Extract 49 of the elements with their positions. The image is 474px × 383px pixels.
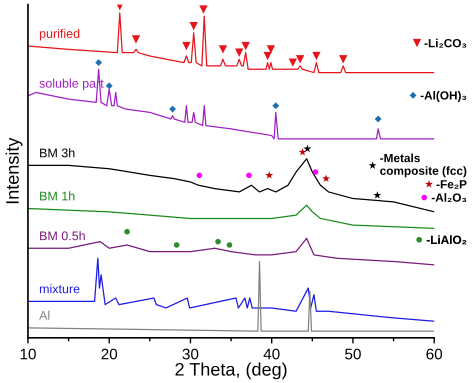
series-label: Al [39, 310, 50, 320]
point [190, 22, 198, 30]
point [266, 45, 276, 54]
point [246, 172, 252, 178]
x-tick-label: 10 [20, 348, 36, 360]
x-tick-label: 60 [426, 348, 442, 360]
x-tick-label: 50 [345, 348, 361, 360]
point [199, 5, 208, 14]
point [169, 106, 176, 112]
point [296, 55, 304, 64]
point [265, 171, 274, 179]
point [218, 45, 228, 54]
point [106, 82, 113, 90]
legend-label: -Metals composite (fcc) [380, 154, 466, 178]
x-tick-label: 20 [101, 348, 118, 360]
point [312, 169, 318, 175]
point [196, 172, 202, 178]
point [263, 52, 272, 60]
point [124, 228, 130, 234]
point [215, 238, 221, 244]
series-label: BM 3h [40, 148, 74, 158]
y-axis-title: Intensity [6, 138, 22, 204]
point [288, 58, 297, 67]
point [182, 42, 191, 50]
point [312, 52, 321, 60]
legend-label: -Al(OH)₃ [420, 90, 466, 102]
legend-label: -Fe₂P [436, 180, 467, 189]
point [303, 144, 312, 152]
point [374, 116, 382, 122]
point [322, 174, 330, 182]
x-tick-label: 30 [182, 348, 198, 360]
point [95, 59, 102, 66]
legend-label: -Al₂O₃ [432, 193, 466, 202]
point [132, 35, 140, 44]
series-label: BM 0.5h [40, 231, 85, 240]
point [298, 148, 307, 156]
point [242, 42, 250, 50]
point [235, 48, 244, 57]
point [373, 191, 382, 199]
series-label: purified [40, 28, 80, 40]
x-tick-label: 40 [264, 348, 280, 360]
legend-label: -LiAlO₂ [426, 235, 466, 244]
series-label: BM 1h [40, 191, 74, 200]
point [174, 242, 180, 248]
x-axis-title: 2 Theta, (deg) [175, 362, 287, 380]
point [339, 55, 348, 64]
point [226, 242, 232, 248]
series-label: mixture [40, 284, 80, 294]
legend-label: -Li₂CO₃ [424, 38, 466, 48]
